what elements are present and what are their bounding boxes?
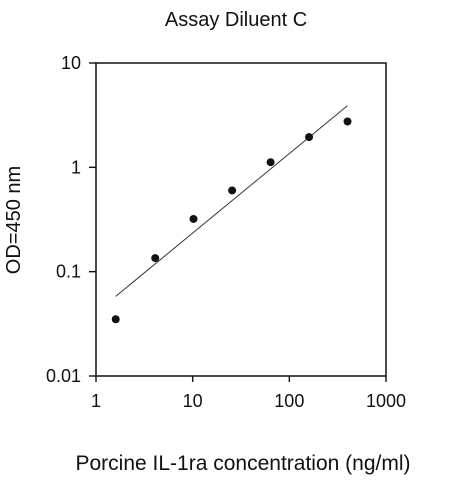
- y-tick-label: 10: [61, 53, 81, 73]
- y-tick-label: 0.1: [56, 262, 81, 282]
- y-tick-label: 1: [71, 157, 81, 177]
- trendline: [115, 105, 348, 297]
- data-point: [266, 158, 275, 167]
- y-tick-group: 0.01 0.1 1 10: [46, 53, 96, 386]
- x-tick-label: 1000: [366, 391, 406, 411]
- x-tick-label: 10: [183, 391, 203, 411]
- x-tick-label: 100: [274, 391, 304, 411]
- data-point: [111, 315, 120, 324]
- trendline-group: [115, 105, 348, 297]
- data-point: [189, 214, 198, 223]
- data-point: [305, 133, 314, 142]
- data-point: [343, 117, 352, 126]
- x-tick-label: 1: [91, 391, 101, 411]
- y-tick-label: 0.01: [46, 366, 81, 386]
- data-point-group: [111, 117, 352, 324]
- plot-frame: [95, 62, 387, 377]
- x-axis-label: Porcine IL-1ra concentration (ng/ml): [76, 452, 411, 475]
- chart-title: Assay Diluent C: [165, 9, 307, 31]
- y-axis-label: OD=450 nm: [3, 166, 25, 274]
- data-point: [228, 186, 237, 195]
- x-tick-group: 1 10 100 1000: [91, 376, 406, 411]
- data-point: [151, 254, 160, 263]
